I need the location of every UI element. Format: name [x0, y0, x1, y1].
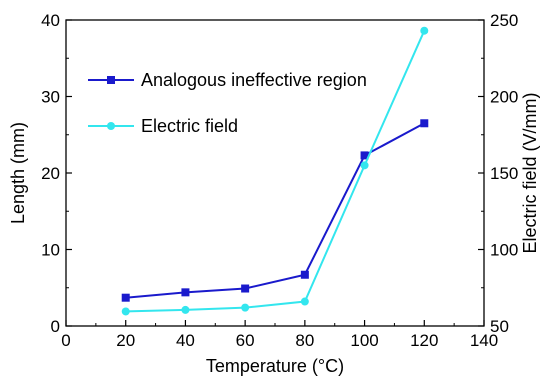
legend-label: Electric field	[141, 116, 238, 136]
x-tick-label: 0	[61, 331, 70, 350]
data-point-circle	[181, 305, 190, 314]
y-tick-label: 10	[41, 241, 60, 260]
data-point-circle	[241, 303, 250, 312]
data-point-circle	[420, 26, 429, 35]
right-y-axis-title: Electric field (V/mm)	[520, 92, 540, 253]
plot-frame	[65, 19, 485, 327]
data-point-square	[300, 270, 309, 279]
legend-marker-circle	[107, 122, 115, 130]
x-tick-label: 60	[236, 331, 255, 350]
series-layer	[121, 26, 429, 316]
y-tick-label: 40	[41, 11, 60, 30]
x-tick-label: 100	[350, 331, 378, 350]
y2-tick-label: 250	[490, 11, 518, 30]
y2-tick-label: 200	[490, 88, 518, 107]
data-point-square	[420, 119, 429, 128]
y-tick-label: 30	[41, 88, 60, 107]
x-tick-label: 80	[295, 331, 314, 350]
right-y-axis-ticks: 50 100 150 200 250	[478, 11, 518, 336]
data-point-square	[241, 284, 250, 293]
left-y-axis-ticks: 0 10 20 30 40	[41, 11, 72, 336]
series-line-2	[125, 30, 426, 313]
data-point-square	[181, 288, 190, 297]
x-axis-ticks: 0 20 40 60 80 100 120 140	[61, 320, 498, 350]
x-tick-label: 120	[410, 331, 438, 350]
x-axis-title: Temperature (°C)	[206, 356, 344, 376]
legend-label: Analogous ineffective region	[141, 70, 367, 90]
legend: Analogous ineffective region Electric fie…	[88, 70, 367, 136]
legend-marker-square	[107, 76, 115, 84]
y2-tick-label: 150	[490, 164, 518, 183]
x-tick-label: 40	[176, 331, 195, 350]
x-tick-label: 20	[116, 331, 135, 350]
series-line-1	[125, 122, 425, 299]
data-point-circle	[300, 297, 309, 306]
x-tick-label: 140	[470, 331, 498, 350]
y-tick-label: 20	[41, 164, 60, 183]
data-point-square	[360, 151, 369, 160]
y-tick-label: 0	[51, 317, 60, 336]
data-point-circle	[360, 161, 369, 170]
left-y-axis-title: Length (mm)	[8, 122, 28, 224]
data-point-square	[121, 293, 130, 302]
y2-tick-label: 100	[490, 241, 518, 260]
data-point-circle	[121, 307, 130, 316]
y2-tick-label: 50	[490, 317, 509, 336]
